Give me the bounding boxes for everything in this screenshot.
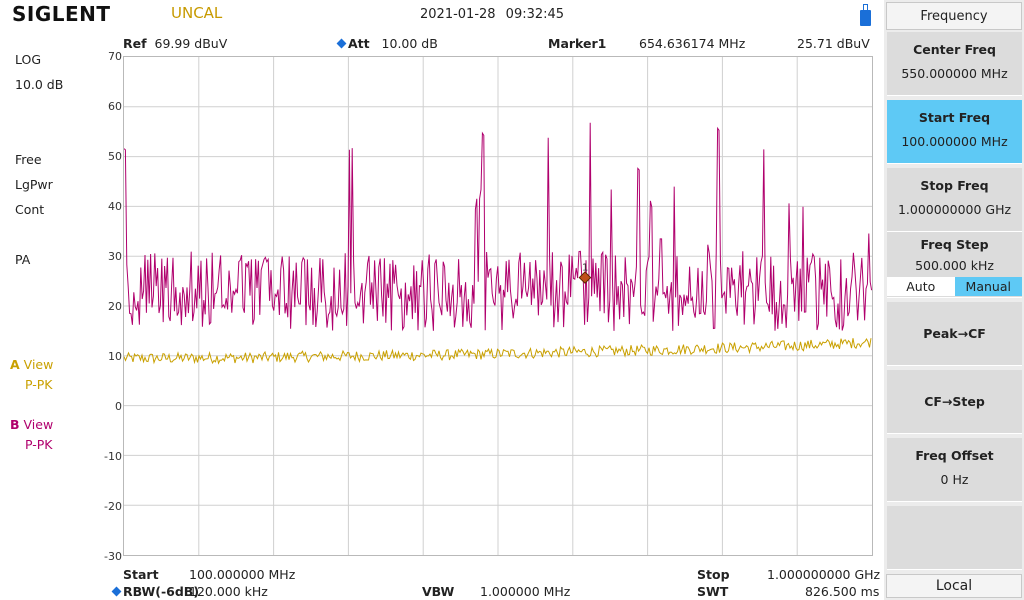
vbw-readout[interactable]: VBW xyxy=(422,584,455,599)
y-tick-label: 30 xyxy=(108,250,122,263)
y-tick-label: 40 xyxy=(108,200,122,213)
freq-offset-value: 0 Hz xyxy=(940,472,969,487)
top-bar: SIGLENT UNCAL 2021-01-28 09:32:45 xyxy=(0,0,884,30)
preamp-status: PA xyxy=(15,252,31,267)
auto-option[interactable]: Auto xyxy=(887,277,955,296)
scale-type: LOG xyxy=(15,52,42,67)
start-freq-button[interactable]: Start Freq 100.000000 MHz xyxy=(887,100,1022,164)
spectrum-plot[interactable]: 1 xyxy=(123,56,873,556)
start-readout[interactable]: Start xyxy=(123,567,159,582)
center-freq-button[interactable]: Center Freq 550.000000 MHz xyxy=(887,32,1022,96)
marker-frequency: 654.636174 MHz xyxy=(639,36,746,51)
manual-option[interactable]: Manual xyxy=(954,277,1022,296)
menu-title: Frequency xyxy=(886,2,1022,30)
att-label: Att xyxy=(348,36,370,51)
cf-to-step-button[interactable]: CF→Step xyxy=(887,370,1022,434)
ref-level-readout[interactable]: Ref 69.99 dBuV xyxy=(123,36,227,51)
y-tick-label: 10 xyxy=(108,350,122,363)
y-tick-label: -30 xyxy=(104,550,122,563)
stop-readout[interactable]: Stop xyxy=(697,567,730,582)
freq-step-label: Freq Step xyxy=(920,237,989,252)
sweep-mode: Free xyxy=(15,152,42,167)
marker-number-label: 1 xyxy=(582,263,588,274)
freq-step-value: 500.000 kHz xyxy=(915,258,994,273)
freq-step-mode-toggle[interactable]: Auto Manual xyxy=(887,277,1022,296)
y-tick-label: -10 xyxy=(104,450,122,463)
uncal-indicator: UNCAL xyxy=(171,4,223,22)
y-tick-label: 0 xyxy=(115,400,122,413)
marker-level: 25.71 dBuV xyxy=(797,36,870,51)
swt-value: 826.500 ms xyxy=(805,584,880,599)
center-freq-value: 550.000000 MHz xyxy=(901,66,1008,81)
stop-freq-value: 1.000000000 GHz xyxy=(897,202,1012,217)
trace-b-status[interactable]: B View xyxy=(10,417,54,432)
freq-offset-label: Freq Offset xyxy=(915,448,994,463)
marker-label: Marker1 xyxy=(548,36,607,51)
softkey-menu: Frequency Center Freq 550.000000 MHz Sta… xyxy=(884,0,1024,600)
y-tick-label: 60 xyxy=(108,100,122,113)
y-tick-label: -20 xyxy=(104,500,122,513)
trace-b-line xyxy=(123,122,873,332)
plot-grid xyxy=(124,57,872,555)
scale-div: 10.0 dB xyxy=(15,77,64,92)
peak-to-cf-button[interactable]: Peak→CF xyxy=(887,302,1022,366)
rbw-readout[interactable]: RBW(-6dB) xyxy=(111,584,199,599)
y-tick-label: 20 xyxy=(108,300,122,313)
trace-a-line xyxy=(123,338,872,365)
swt-readout[interactable]: SWT xyxy=(697,584,729,599)
center-freq-label: Center Freq xyxy=(913,42,996,57)
start-freq-label: Start Freq xyxy=(918,110,991,125)
rbw-value: 120.000 kHz xyxy=(189,584,268,599)
trace-a-status[interactable]: A View xyxy=(10,357,54,372)
vbw-value: 1.000000 MHz xyxy=(480,584,571,599)
start-value: 100.000000 MHz xyxy=(189,567,296,582)
stop-value: 1.000000000 GHz xyxy=(767,567,881,582)
sweep-continuity: Cont xyxy=(15,202,45,217)
stop-freq-label: Stop Freq xyxy=(920,178,989,193)
brand-logo: SIGLENT xyxy=(12,2,111,26)
trace-a-detector: P-PK xyxy=(25,377,53,392)
average-type: LgPwr xyxy=(15,177,53,192)
y-tick-label: 50 xyxy=(108,150,122,163)
ref-label: Ref xyxy=(123,36,147,51)
y-tick-label: 70 xyxy=(108,50,122,63)
start-freq-value: 100.000000 MHz xyxy=(901,134,1008,149)
usb-icon xyxy=(860,4,871,26)
local-button[interactable]: Local xyxy=(886,574,1022,598)
attenuation-readout[interactable]: Att 10.00 dB xyxy=(336,36,438,51)
freq-step-button[interactable]: Freq Step 500.000 kHz Auto Manual xyxy=(887,232,1022,298)
empty-softkey[interactable] xyxy=(887,506,1022,570)
att-value: 10.00 dB xyxy=(381,36,438,51)
spectrum-chart: 1 xyxy=(123,57,873,555)
freq-offset-button[interactable]: Freq Offset 0 Hz xyxy=(887,438,1022,502)
datetime: 2021-01-28 09:32:45 xyxy=(420,7,565,22)
trace-b-detector: P-PK xyxy=(25,437,53,452)
diamond-icon xyxy=(111,586,122,597)
marker-1: 1 xyxy=(578,263,592,284)
ref-value: 69.99 dBuV xyxy=(154,36,228,51)
stop-freq-button[interactable]: Stop Freq 1.000000000 GHz xyxy=(887,168,1022,232)
diamond-icon xyxy=(336,38,347,49)
marker-diamond-icon xyxy=(578,271,592,284)
